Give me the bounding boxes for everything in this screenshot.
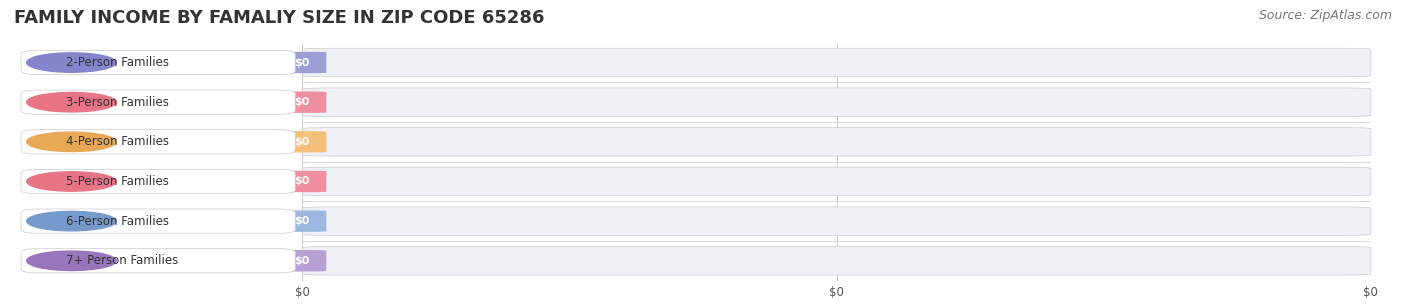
Text: FAMILY INCOME BY FAMALIY SIZE IN ZIP CODE 65286: FAMILY INCOME BY FAMALIY SIZE IN ZIP COD… <box>14 9 544 27</box>
Text: 4-Person Families: 4-Person Families <box>66 135 169 148</box>
Text: $0: $0 <box>295 256 309 266</box>
Text: 3-Person Families: 3-Person Families <box>66 96 169 109</box>
Text: $0: $0 <box>295 137 309 147</box>
Text: $0: $0 <box>295 177 309 186</box>
FancyBboxPatch shape <box>302 167 1371 196</box>
FancyBboxPatch shape <box>302 88 1371 117</box>
FancyBboxPatch shape <box>278 92 326 113</box>
FancyBboxPatch shape <box>278 52 326 73</box>
FancyBboxPatch shape <box>278 250 326 271</box>
Text: $0: $0 <box>295 216 309 226</box>
FancyBboxPatch shape <box>278 131 326 152</box>
FancyBboxPatch shape <box>302 48 1371 77</box>
Text: $0: $0 <box>295 97 309 107</box>
Text: $0: $0 <box>295 58 309 67</box>
FancyBboxPatch shape <box>278 210 326 232</box>
Text: 7+ Person Families: 7+ Person Families <box>66 254 179 267</box>
Text: 5-Person Families: 5-Person Families <box>66 175 169 188</box>
Text: Source: ZipAtlas.com: Source: ZipAtlas.com <box>1258 9 1392 22</box>
FancyBboxPatch shape <box>302 246 1371 275</box>
Text: 6-Person Families: 6-Person Families <box>66 215 169 228</box>
FancyBboxPatch shape <box>302 207 1371 235</box>
FancyBboxPatch shape <box>278 171 326 192</box>
Text: 2-Person Families: 2-Person Families <box>66 56 169 69</box>
FancyBboxPatch shape <box>302 127 1371 156</box>
